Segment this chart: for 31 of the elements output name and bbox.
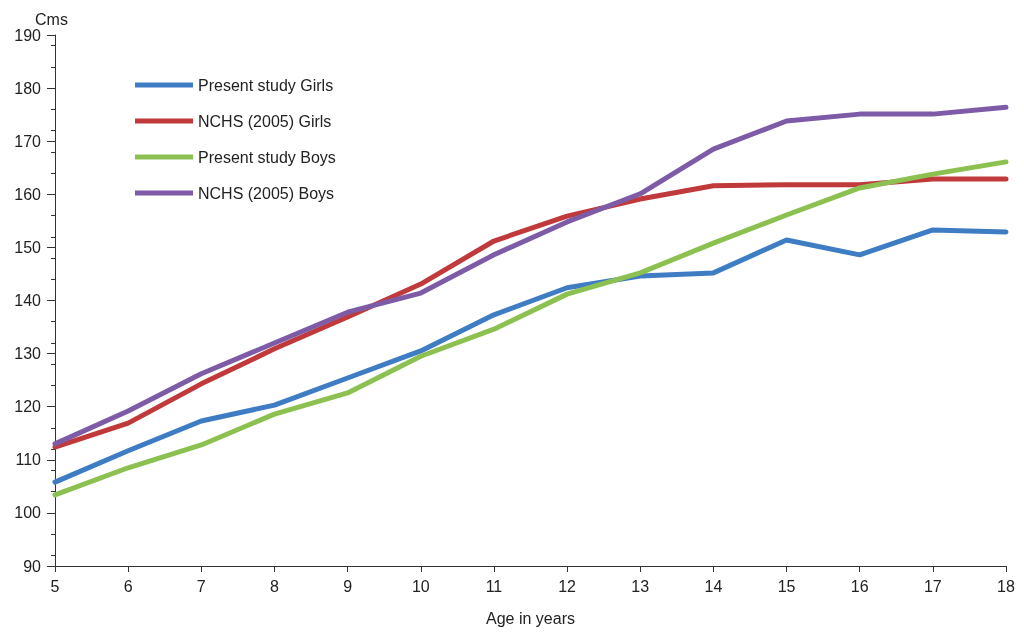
x-tick-label: 8 <box>270 577 280 595</box>
y-tick-label: 130 <box>14 345 42 363</box>
y-tick-label: 110 <box>15 451 42 469</box>
x-tick-label: 11 <box>485 577 503 595</box>
legend-label: NCHS (2005) Girls <box>198 112 332 130</box>
x-tick-label: 10 <box>411 577 430 595</box>
x-tick-label: 14 <box>704 577 723 595</box>
x-tick-label: 17 <box>923 577 942 595</box>
x-tick-label: 16 <box>850 577 869 595</box>
x-tick-label: 6 <box>123 577 133 595</box>
legend-label: Present study Girls <box>198 76 334 94</box>
y-tick-label: 180 <box>14 79 42 97</box>
x-axis-title: Age in years <box>486 609 575 627</box>
y-tick-label: 100 <box>14 504 42 522</box>
y-tick-label: 120 <box>14 398 42 416</box>
legend-label: Present study Boys <box>198 148 336 166</box>
x-tick-label: 12 <box>558 577 577 595</box>
y-axis-title: Cms <box>35 10 68 28</box>
y-tick-label: 90 <box>23 557 42 575</box>
x-tick-label: 15 <box>777 577 796 595</box>
x-tick-label: 9 <box>343 577 353 595</box>
x-tick-label: 5 <box>50 577 60 595</box>
y-tick-label: 140 <box>14 292 42 309</box>
legend-label: NCHS (2005) Boys <box>198 184 335 202</box>
y-tick-label: 190 <box>14 26 42 44</box>
y-tick-label: 150 <box>14 238 42 256</box>
x-tick-label: 7 <box>196 577 206 595</box>
x-tick-label: 13 <box>631 577 650 595</box>
y-tick-label: 160 <box>14 185 42 203</box>
y-tick-label: 170 <box>14 132 42 150</box>
x-tick-label: 18 <box>997 577 1015 595</box>
